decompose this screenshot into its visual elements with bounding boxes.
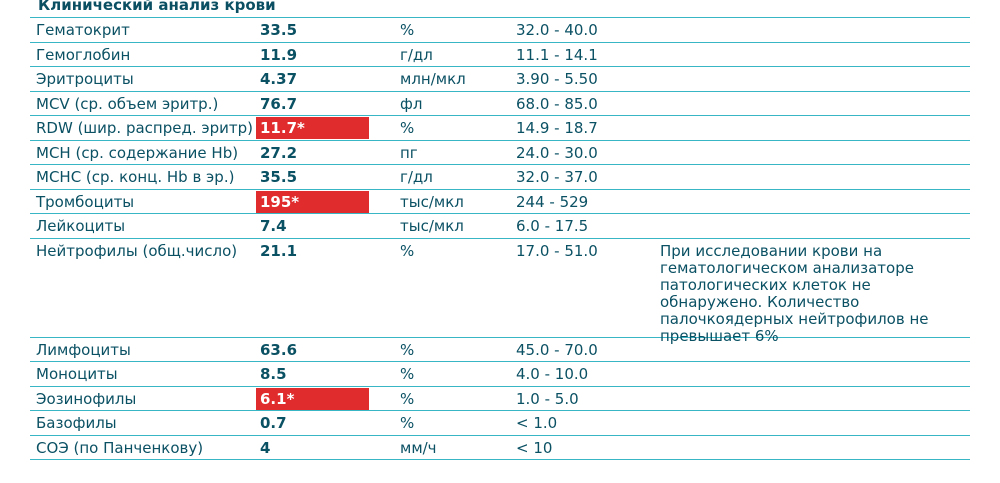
table-row: MCH (ср. содержание Hb) 27.2 пг 24.0 - 3… [30, 141, 970, 165]
comment-line: превышает 6% [660, 326, 779, 345]
reference-range: 32.0 - 40.0 [516, 21, 598, 39]
table-row: Моноциты 8.5 % 4.0 - 10.0 [30, 362, 970, 387]
table-row: Эозинофилы 6.1* % 1.0 - 5.0 [30, 387, 970, 411]
reference-range: 6.0 - 17.5 [516, 217, 589, 235]
comment-note: При исследовании крови на гематологическ… [660, 241, 950, 345]
test-value: 7.4 [260, 217, 287, 235]
test-unit: тыс/мкл [400, 217, 464, 235]
reference-range: 14.9 - 18.7 [516, 119, 598, 137]
reference-range: 32.0 - 37.0 [516, 168, 598, 186]
flagged-test-value: 6.1* [256, 387, 369, 410]
reference-range: 4.0 - 10.0 [516, 365, 589, 383]
flagged-test-value: 11.7* [256, 117, 369, 139]
test-unit: фл [400, 94, 423, 113]
table-row: Лейкоциты 7.4 тыс/мкл 6.0 - 17.5 [30, 214, 970, 239]
test-name: Базофилы [36, 414, 117, 432]
test-unit: пг [400, 143, 418, 162]
reference-range: 24.0 - 30.0 [516, 143, 598, 162]
test-value: 4.37 [260, 70, 298, 88]
report-title: Клинический анализ крови [30, 0, 970, 18]
test-name: Эритроциты [36, 70, 134, 88]
test-name: MCH (ср. содержание Hb) [36, 143, 239, 162]
blood-test-report: Клинический анализ крови Гематокрит 33.5… [30, 0, 970, 460]
table-row: MCHC (ср. конц. Hb в эр.) 35.5 г/дл 32.0… [30, 165, 970, 190]
table-row: Лимфоциты 63.6 % 45.0 - 70.0 [30, 338, 970, 362]
test-unit: % [400, 21, 415, 39]
comment-line: палочкоядерных нейтрофилов не [660, 309, 929, 328]
test-unit: млн/мкл [400, 70, 466, 88]
test-unit: мм/ч [400, 438, 437, 457]
test-unit: г/дл [400, 168, 433, 186]
test-name: Лейкоциты [36, 217, 126, 235]
test-unit: % [400, 119, 415, 137]
test-unit: % [400, 241, 415, 260]
table-row: RDW (шир. распред. эритр) 11.7* % 14.9 -… [30, 116, 970, 141]
comment-line: обнаружено. Количество [660, 292, 860, 311]
table-row: Эритроциты 4.37 млн/мкл 3.90 - 5.50 [30, 67, 970, 92]
test-unit: % [400, 340, 415, 359]
test-value: 33.5 [260, 21, 298, 39]
table-row: СОЭ (по Панченкову) 4 мм/ч < 10 [30, 436, 970, 460]
comment-line: патологических клеток не [660, 275, 871, 294]
reference-range: 3.90 - 5.50 [516, 70, 598, 88]
test-name: Моноциты [36, 365, 118, 383]
reference-range: 17.0 - 51.0 [516, 241, 598, 260]
reference-range: 11.1 - 14.1 [516, 45, 598, 64]
test-unit: % [400, 365, 415, 383]
reference-range: 1.0 - 5.0 [516, 389, 579, 408]
table-row: Гематокрит 33.5 % 32.0 - 40.0 [30, 18, 970, 43]
test-name: Нейтрофилы (общ.число) [36, 241, 238, 260]
table-row: Нейтрофилы (общ.число) 21.1 % 17.0 - 51.… [30, 239, 970, 344]
test-value: 63.6 [260, 340, 298, 359]
test-unit: % [400, 389, 415, 408]
comment-line: При исследовании крови на [660, 241, 883, 260]
test-unit: тыс/мкл [400, 192, 464, 211]
test-name: Гематокрит [36, 21, 130, 39]
test-name: СОЭ (по Панченкову) [36, 438, 204, 457]
test-name: Тромбоциты [36, 192, 135, 211]
reference-range: < 10 [516, 438, 553, 457]
test-name: Лимфоциты [36, 340, 131, 359]
table-row: MCV (ср. объем эритр.) 76.7 фл 68.0 - 85… [30, 92, 970, 116]
reference-range: 45.0 - 70.0 [516, 340, 598, 359]
table-row: Базофилы 0.7 % < 1.0 [30, 411, 970, 436]
comment-line: гематологическом анализаторе [660, 258, 914, 277]
test-value: 8.5 [260, 365, 287, 383]
test-value: 11.9 [260, 45, 298, 64]
test-value: 27.2 [260, 143, 298, 162]
test-name: MCV (ср. объем эритр.) [36, 94, 219, 113]
test-value: 0.7 [260, 414, 287, 432]
test-value: 4 [260, 438, 271, 457]
flagged-test-value: 195* [256, 190, 369, 213]
test-name: RDW (шир. распред. эритр) [36, 119, 253, 137]
test-name: MCHC (ср. конц. Hb в эр.) [36, 168, 235, 186]
test-unit: г/дл [400, 45, 433, 64]
table-row: Тромбоциты 195* тыс/мкл 244 - 529 [30, 190, 970, 214]
reference-range: 68.0 - 85.0 [516, 94, 598, 113]
test-name: Эозинофилы [36, 389, 137, 408]
test-value: 76.7 [260, 94, 298, 113]
reference-range: < 1.0 [516, 414, 558, 432]
test-name: Гемоглобин [36, 45, 131, 64]
reference-range: 244 - 529 [516, 192, 589, 211]
test-value: 35.5 [260, 168, 298, 186]
test-unit: % [400, 414, 415, 432]
table-row: Гемоглобин 11.9 г/дл 11.1 - 14.1 [30, 43, 970, 67]
test-value: 21.1 [260, 241, 298, 260]
